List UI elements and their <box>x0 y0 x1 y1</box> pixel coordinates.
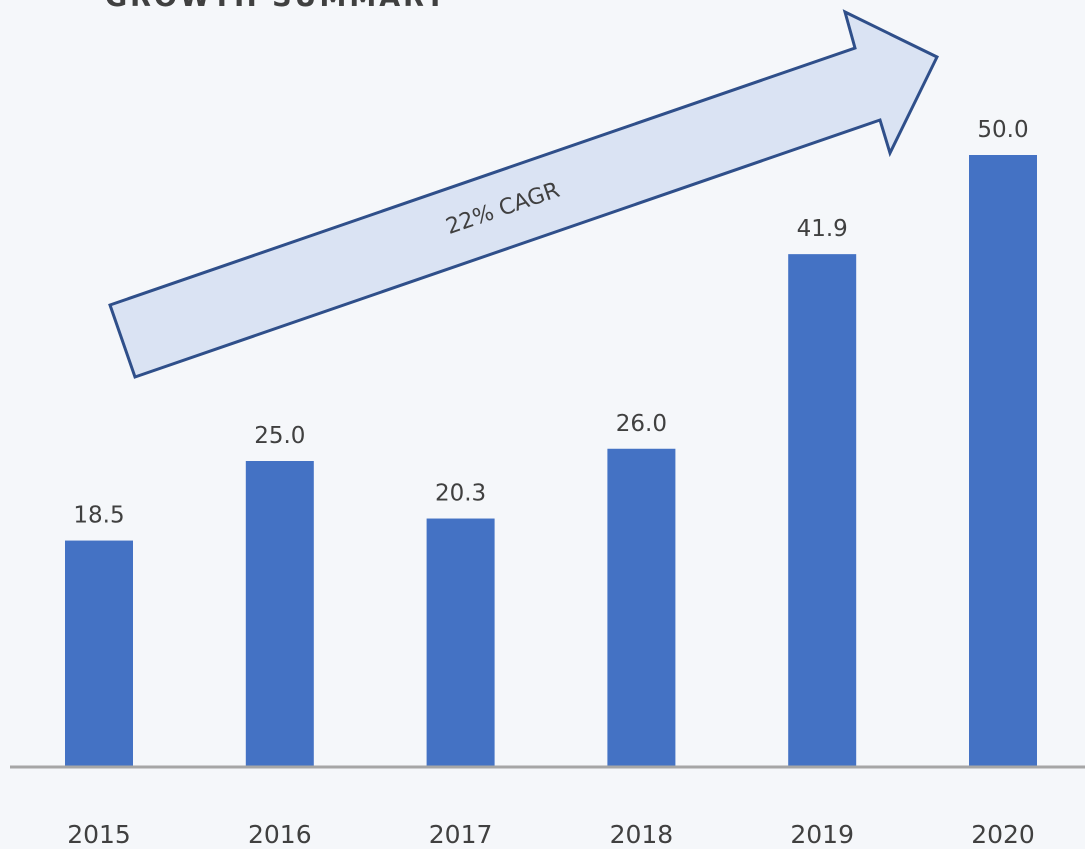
bar <box>788 254 857 768</box>
value-label: 18.5 <box>73 503 124 529</box>
cagr-arrow <box>108 9 940 379</box>
value-label: 50.0 <box>977 117 1028 143</box>
bar <box>65 540 133 767</box>
x-tick-label: 2016 <box>248 820 312 849</box>
x-tick-label: 2020 <box>971 820 1035 849</box>
x-tick-label: 2017 <box>429 820 493 849</box>
bar <box>426 518 495 767</box>
x-tick-label: 2018 <box>610 820 674 849</box>
chart-title: GROWTH SUMMARY <box>105 0 448 13</box>
x-tick-label: 2019 <box>790 820 854 849</box>
bar <box>969 155 1037 767</box>
value-label: 26.0 <box>616 411 667 437</box>
bar <box>607 448 676 767</box>
value-label: 20.3 <box>435 481 486 507</box>
x-tick-label: 2015 <box>67 820 131 849</box>
value-label: 25.0 <box>254 423 305 449</box>
value-label: 41.9 <box>797 216 848 242</box>
bar <box>245 461 314 767</box>
